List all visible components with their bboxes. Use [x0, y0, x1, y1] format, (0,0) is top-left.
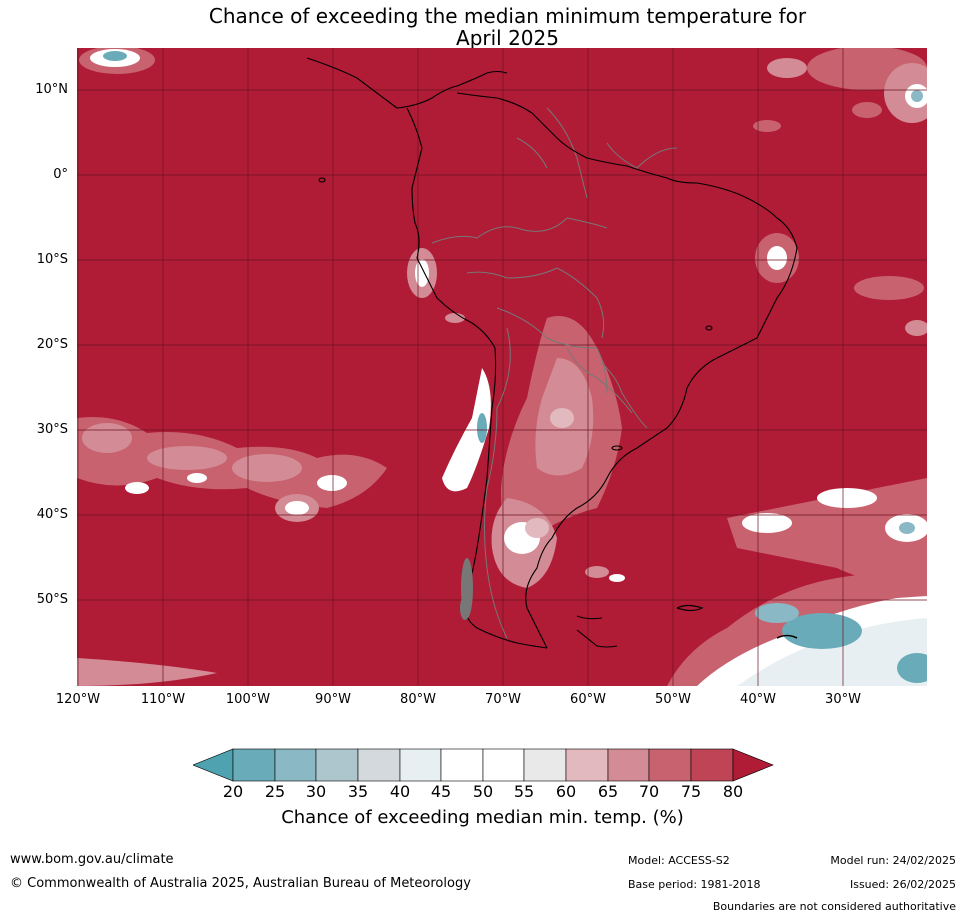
map-background — [77, 48, 927, 686]
lon-label-100w: 100°W — [225, 692, 271, 707]
country-borders — [431, 107, 678, 639]
colorbar-tick-30: 30 — [305, 782, 327, 801]
colorbar-swatch-40-45 — [399, 748, 442, 782]
lat-label-20s: 20°S — [36, 337, 68, 352]
graticule — [77, 48, 927, 686]
colorbar-swatch-60-65 — [565, 748, 609, 782]
footer-model: Model: ACCESS-S2 — [628, 854, 730, 867]
lon-label-60w: 60°W — [570, 692, 606, 707]
colorbar-swatch-55-60 — [523, 748, 567, 782]
coastline — [306, 57, 798, 649]
colorbar-label-text: Chance of exceeding median min. temp. (%… — [281, 807, 684, 828]
colorbar-swatch-35-40 — [357, 748, 401, 782]
colorbar-tick-65: 65 — [597, 782, 619, 801]
colorbar-tick-45: 45 — [430, 782, 452, 801]
lat-label-10n: 10°N — [35, 82, 68, 97]
colorbar-swatch-20-25 — [232, 748, 276, 782]
lat-label-30s: 30°S — [36, 422, 68, 437]
lat-label-50s: 50°S — [36, 592, 68, 607]
colorbar-tick-60: 60 — [555, 782, 577, 801]
colorbar-swatch-30-35 — [315, 748, 359, 782]
colorbar-tick-80: 80 — [722, 782, 744, 801]
footer-model-run: Model run: 24/02/2025 — [830, 854, 956, 867]
map-title-line2: April 2025 — [456, 26, 559, 50]
lon-label-30w: 30°W — [825, 692, 861, 707]
colorbar-tick-55: 55 — [513, 782, 535, 801]
probability-patches — [77, 48, 927, 686]
colorbar-arrow-low — [193, 748, 234, 782]
footer-website: www.bom.gov.au/climate — [10, 852, 174, 867]
colorbar-tick-25: 25 — [264, 782, 286, 801]
lat-label-0: 0° — [53, 167, 68, 182]
colorbar-tick-75: 75 — [680, 782, 702, 801]
lon-label-80w: 80°W — [400, 692, 436, 707]
probability-map — [77, 48, 927, 686]
colorbar-tick-50: 50 — [472, 782, 494, 801]
colorbar-swatch-65-70 — [607, 748, 650, 782]
colorbar-arrow-high — [732, 748, 774, 782]
colorbar-tick-70: 70 — [638, 782, 660, 801]
colorbar-label: Chance of exceeding median min. temp. (%… — [0, 807, 965, 828]
lat-label-10s: 10°S — [36, 252, 68, 267]
lat-label-40s: 40°S — [36, 507, 68, 522]
footer-disclaimer: Boundaries are not considered authoritat… — [712, 900, 956, 913]
lon-label-40w: 40°W — [740, 692, 776, 707]
footer-base-period: Base period: 1981-2018 — [628, 878, 761, 891]
colorbar-tick-20: 20 — [222, 782, 244, 801]
colorbar-swatch-25-30 — [274, 748, 317, 782]
lon-label-120w: 120°W — [55, 692, 101, 707]
footer-issued: Issued: 26/02/2025 — [849, 878, 956, 891]
footer-copyright: © Commonwealth of Australia 2025, Austra… — [10, 876, 471, 891]
colorbar-swatch-70-75 — [648, 748, 692, 782]
colorbar-swatch-75-80 — [690, 748, 734, 782]
colorbar-tick-40: 40 — [389, 782, 411, 801]
fjord-detail — [460, 558, 473, 620]
colorbar-swatch-50-55 — [482, 748, 525, 782]
lon-label-70w: 70°W — [485, 692, 521, 707]
colorbar-tick-35: 35 — [347, 782, 369, 801]
colorbar-swatch-45-50 — [440, 748, 484, 782]
map-title-line1: Chance of exceeding the median minimum t… — [208, 4, 807, 28]
lon-label-90w: 90°W — [315, 692, 351, 707]
lon-label-50w: 50°W — [655, 692, 691, 707]
lon-label-110w: 110°W — [140, 692, 186, 707]
colorbar — [193, 748, 774, 782]
